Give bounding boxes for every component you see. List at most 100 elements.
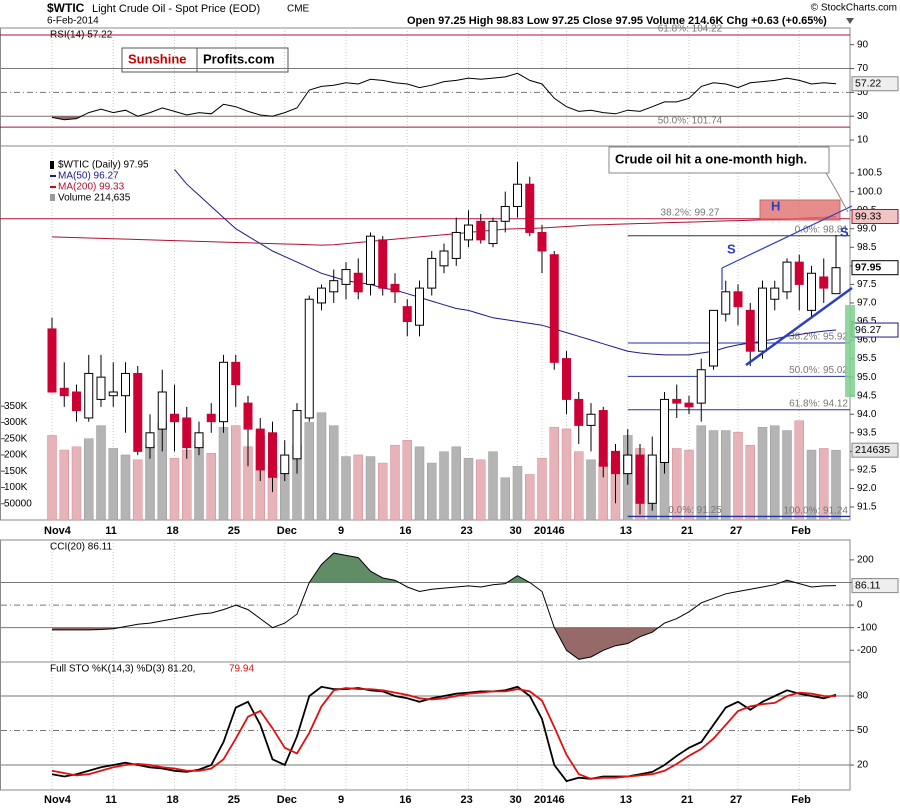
candle-body [709,309,718,367]
y-tick-label: 94.0 [857,409,877,420]
callout-box [608,146,830,174]
x-tick-label: 6 [559,525,565,537]
candle-body [304,298,314,419]
volume-bar [120,454,131,521]
candle-body [549,254,559,363]
value-tag: 96.27 [855,324,881,336]
volume-bar [108,448,118,521]
y-tick-label: 80 [857,691,869,702]
value-tag: 86.11 [855,579,881,591]
volume-bar [561,428,572,521]
pattern-label: H [771,198,780,213]
candle-body [292,410,302,460]
y-tick-label: 96.0 [857,335,877,346]
volume-bar [672,448,682,521]
pattern-label: S [840,224,849,239]
volume-bar [341,456,351,521]
x-tick-label: Nov4 [44,525,72,537]
moving-average [51,216,837,246]
fib-label: 0.0%: 91.25 [668,505,722,516]
fib-label: 50.0%: 95.02 [789,365,848,376]
volume-bar [537,457,547,521]
candle-body [758,287,767,352]
volume-bar [574,451,584,521]
y-tick-label: 50 [857,725,869,736]
candle-body [770,287,780,300]
candle-body [280,454,290,475]
candle-body [819,276,829,289]
candle-body [219,361,228,423]
candle-body [660,398,669,463]
volume-bar [182,449,192,521]
volume-bar [439,451,449,521]
annotation-layer: Crude oil hit a one-month high. S H S [608,146,855,397]
y-tick-label: 97.5 [857,279,877,290]
pattern-label: S [727,241,736,256]
candle-body [415,287,424,326]
plot-layer: Nov4 Nov4 11 11 18 18 25 25 Dec Dec 9 9 16 16 23 23 30 30… [0,24,899,806]
candle-body [525,183,535,233]
legend-label: MA(50) 96.27 [58,171,119,182]
candle-body [611,450,620,475]
y-tick-label: 97.0 [857,298,877,309]
candle-body [696,369,706,404]
volume-bar [806,449,817,521]
x-tick-label: 25 [228,794,240,806]
chart-title: Light Crude Oil - Spot Price (EOD) [92,3,260,15]
x-tick-label: 30 [510,525,522,537]
y-tick-label: 90 [857,39,869,50]
candle-body [157,391,167,430]
volume-bar [96,425,106,521]
fib-label: 61.8%: 104.22 [658,24,723,35]
candle-body [439,250,449,267]
value-tag: 214635 [855,444,890,456]
x-tick-label: 30 [510,794,522,806]
candle-body [464,224,473,241]
candle-body [635,454,645,504]
legend-label: Volume 214,635 [58,193,131,204]
volume-bar [218,427,229,521]
candle-body [317,287,326,304]
y-tick-label: 50 [857,87,869,98]
y-tick-label: 99.0 [857,223,877,234]
volume-bar [745,444,755,521]
y2-tick-label: 50000 [4,498,32,509]
volume-bar [488,451,498,521]
logo-box [121,47,289,73]
volume-bar [378,462,388,521]
candle-body [831,267,841,295]
candle-body [745,309,755,352]
x-tick-label: 2014 [534,794,559,806]
x-tick-label: 21 [681,525,693,537]
candle-body [402,306,412,322]
volume-bar [451,446,461,521]
y-tick-label: 93.5 [857,427,877,438]
x-tick-label: Nov4 [44,794,72,806]
x-tick-label: 27 [730,525,742,537]
y-tick-label: 92.0 [857,483,877,494]
stats: Open 97.25 High 98.83 Low 97.25 Close 97… [407,15,827,27]
value-tag: 97.95 [855,261,881,273]
volume-bar [500,477,510,521]
value-tag-box [851,76,899,92]
volume-bar [770,425,780,521]
fib-label: 61.8%: 94.12 [789,398,848,409]
candle-body [59,387,69,397]
x-tick-label: Feb [791,525,811,537]
x-tick-label: 11 [105,794,117,806]
volume-bar [84,438,94,521]
y2-tick-label: 150K [4,466,28,477]
candle-body [500,205,510,222]
x-tick-label: 23 [461,794,473,806]
credit: © StockCharts.com [811,3,897,14]
candle-body [574,398,584,426]
candle-body [647,454,657,504]
panel-label: 79.94 [229,664,254,675]
volume-bar [586,459,596,521]
value-tag: 57.22 [855,78,881,90]
x-tick-label: 11 [105,525,117,537]
fib-label: 38.2%: 95.92 [789,332,848,343]
panel-label: CCI(20) 86.11 [50,542,113,553]
candle-body [170,413,179,423]
